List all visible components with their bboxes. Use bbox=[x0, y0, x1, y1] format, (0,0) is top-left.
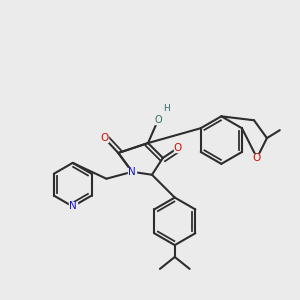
Text: N: N bbox=[69, 202, 76, 212]
Bar bbox=[253, 154, 261, 162]
Text: O: O bbox=[154, 115, 162, 125]
Bar bbox=[161, 104, 173, 112]
Text: N: N bbox=[128, 167, 136, 177]
Text: O: O bbox=[100, 133, 109, 143]
Bar bbox=[154, 116, 162, 124]
Bar bbox=[101, 134, 108, 142]
Bar bbox=[69, 202, 77, 211]
Text: H: H bbox=[164, 104, 170, 113]
Text: O: O bbox=[174, 143, 182, 153]
Bar bbox=[128, 168, 136, 176]
Bar bbox=[174, 144, 182, 152]
Text: O: O bbox=[253, 153, 261, 163]
